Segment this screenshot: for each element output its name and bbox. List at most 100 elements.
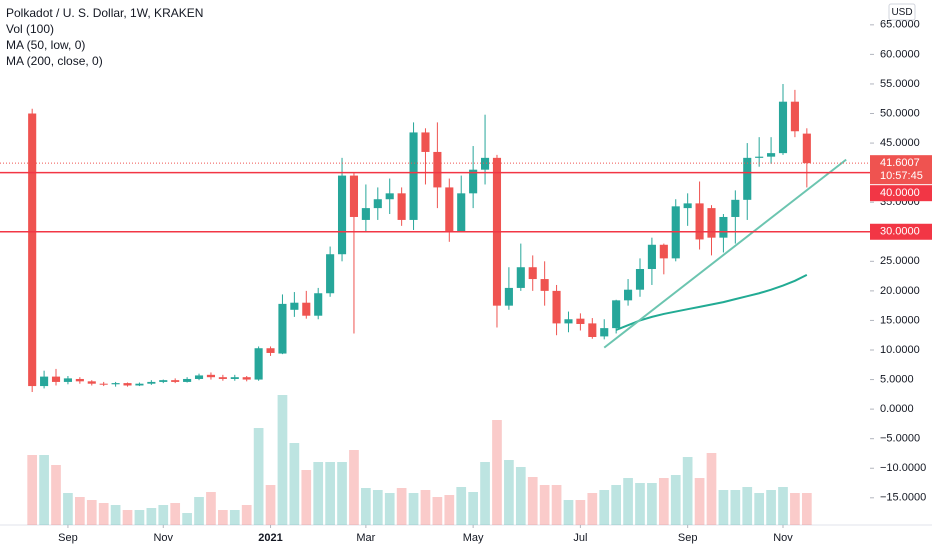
candle-body	[624, 289, 633, 301]
candle-body	[457, 193, 466, 232]
volume-bar	[98, 503, 109, 525]
volume-bar	[384, 493, 395, 525]
candle-body	[159, 380, 168, 382]
x-tick-label: Nov	[153, 532, 173, 544]
volume-bar	[682, 457, 693, 525]
y-tick-label: 20.0000	[880, 285, 920, 297]
candle-body	[421, 132, 430, 152]
countdown: 10:57:45	[880, 170, 923, 182]
candle-body	[373, 199, 382, 209]
volume-bar	[658, 478, 669, 525]
volume-bar	[647, 483, 657, 525]
candle-body	[194, 375, 204, 379]
candle-body	[540, 279, 549, 291]
volume-bar	[74, 497, 85, 525]
volume-bar	[27, 455, 38, 525]
candle-body	[230, 377, 239, 379]
volume-bar	[349, 450, 359, 525]
volume-bar	[182, 513, 192, 525]
candle-body	[802, 133, 811, 164]
x-tick-label: Jul	[573, 532, 587, 544]
volume-bar	[39, 455, 49, 525]
volume-bar	[623, 478, 633, 525]
candle-body	[254, 348, 263, 380]
candle-body	[266, 348, 275, 353]
candle-body	[242, 377, 251, 380]
volume-bar	[456, 487, 467, 525]
y-tick-label: 50.0000	[880, 107, 920, 119]
candle-body	[290, 302, 299, 310]
x-tick-label: Mar	[356, 532, 375, 544]
candle-body	[218, 377, 227, 379]
indicator-label: Vol (100)	[6, 22, 54, 36]
volume-bar	[444, 495, 455, 525]
candle-body	[147, 381, 156, 384]
volume-bar	[396, 488, 407, 525]
x-tick-label: Nov	[773, 532, 793, 544]
candle-body	[99, 383, 108, 385]
candle-body	[123, 383, 132, 386]
volume-bar	[790, 493, 800, 525]
volume-bar	[766, 490, 776, 525]
candle-body	[767, 153, 776, 157]
x-tick-label: May	[463, 532, 484, 544]
volume-bar	[575, 500, 586, 525]
y-tick-label: 10.0000	[880, 344, 920, 356]
x-tick-label: 2021	[258, 532, 282, 544]
volume-bar	[313, 462, 324, 525]
volume-bar	[301, 470, 312, 525]
volume-bar	[158, 505, 169, 525]
x-tick-label: Sep	[58, 532, 78, 544]
candle-body	[87, 381, 96, 384]
volume-bar	[539, 485, 550, 525]
volume-bar	[194, 497, 204, 525]
y-tick-label: 65.0000	[880, 19, 920, 31]
candle-body	[28, 113, 37, 387]
y-tick-label: 60.0000	[880, 48, 920, 60]
volume-bar	[63, 493, 73, 525]
candle-body	[516, 267, 525, 288]
candle-body	[63, 378, 72, 382]
volume-bar	[408, 493, 419, 525]
y-tick-label: 15.0000	[880, 314, 920, 326]
symbol-title: Polkadot / U. S. Dollar, 1W, KRAKEN	[6, 6, 203, 20]
volume-bar	[86, 500, 97, 525]
candle-body	[75, 378, 84, 382]
indicator-label: MA (50, low, 0)	[6, 38, 85, 52]
volume-bar	[253, 428, 264, 525]
candle-body	[481, 157, 490, 170]
volume-bar	[515, 467, 526, 525]
candle-body	[361, 208, 370, 220]
trendline	[603, 158, 847, 349]
volume-bar	[754, 493, 765, 525]
candle-body	[314, 293, 323, 316]
x-tick-label: Sep	[678, 532, 698, 544]
volume-bar	[146, 508, 157, 525]
last-price-label: 41.6007	[880, 157, 920, 169]
candle-body	[469, 169, 478, 194]
moving-average	[615, 274, 808, 331]
candle-body	[504, 287, 513, 306]
volume-bar	[492, 420, 502, 525]
currency-box[interactable]	[888, 3, 916, 21]
volume-bar	[599, 490, 610, 525]
candle-body	[278, 303, 287, 354]
candle-body	[731, 199, 740, 217]
volume-bar	[265, 485, 276, 525]
candle-body	[445, 187, 454, 232]
volume-bar	[504, 460, 514, 525]
volume-bar	[432, 497, 443, 525]
candle-body	[659, 244, 668, 259]
volume-bar	[51, 465, 61, 525]
y-tick-label: 45.0000	[880, 137, 920, 149]
volume-bar	[229, 510, 240, 525]
indicator-label: MA (200, close, 0)	[6, 54, 103, 68]
candle-body	[111, 383, 120, 385]
candle-body	[743, 157, 752, 200]
candle-body	[433, 151, 442, 188]
price-label-box	[870, 185, 932, 202]
currency[interactable]: USD	[891, 7, 912, 18]
price-label: 30.0000	[880, 226, 920, 238]
volume-bar	[218, 510, 228, 525]
